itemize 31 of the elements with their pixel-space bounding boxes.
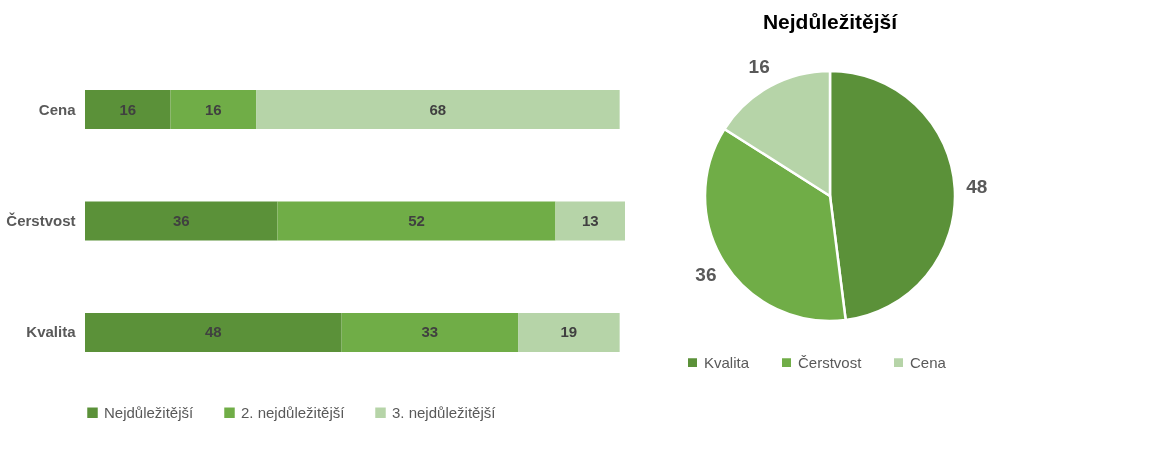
data-label: 36 (172, 212, 190, 229)
data-label: 16 (204, 100, 222, 118)
data-label: 52 (408, 212, 425, 229)
legend-label: Čerstvost (798, 353, 863, 371)
data-label: 33 (421, 323, 439, 341)
data-label: 48 (966, 175, 988, 197)
legend-label: Cena (910, 353, 947, 371)
bar (170, 90, 257, 130)
bar (341, 312, 519, 352)
bar (85, 201, 278, 241)
data-label: 13 (581, 212, 599, 229)
y-tick-label: Cena (38, 100, 77, 118)
bar (555, 201, 625, 241)
legend-label: 3. nejdůležitější (392, 403, 497, 421)
data-label: 19 (560, 323, 578, 341)
data-label: 48 (204, 323, 222, 341)
y-tick-label: Kvalita (26, 323, 77, 341)
bar (256, 90, 620, 130)
legend-label: 2. nejdůležitější (241, 403, 346, 421)
legend-label: Kvalita (704, 353, 750, 371)
bar (85, 312, 342, 352)
data-label: 16 (748, 56, 770, 78)
chart-title: Nejdůležitější (762, 10, 899, 33)
data-label: 36 (695, 263, 717, 285)
data-label: 68 (429, 100, 447, 118)
bar (518, 312, 620, 352)
bar (277, 201, 556, 241)
data-label: 16 (119, 100, 137, 118)
y-tick-label: Čerstvost (6, 212, 76, 229)
legend-label: Nejdůležitější (104, 403, 195, 421)
bar (85, 90, 171, 130)
